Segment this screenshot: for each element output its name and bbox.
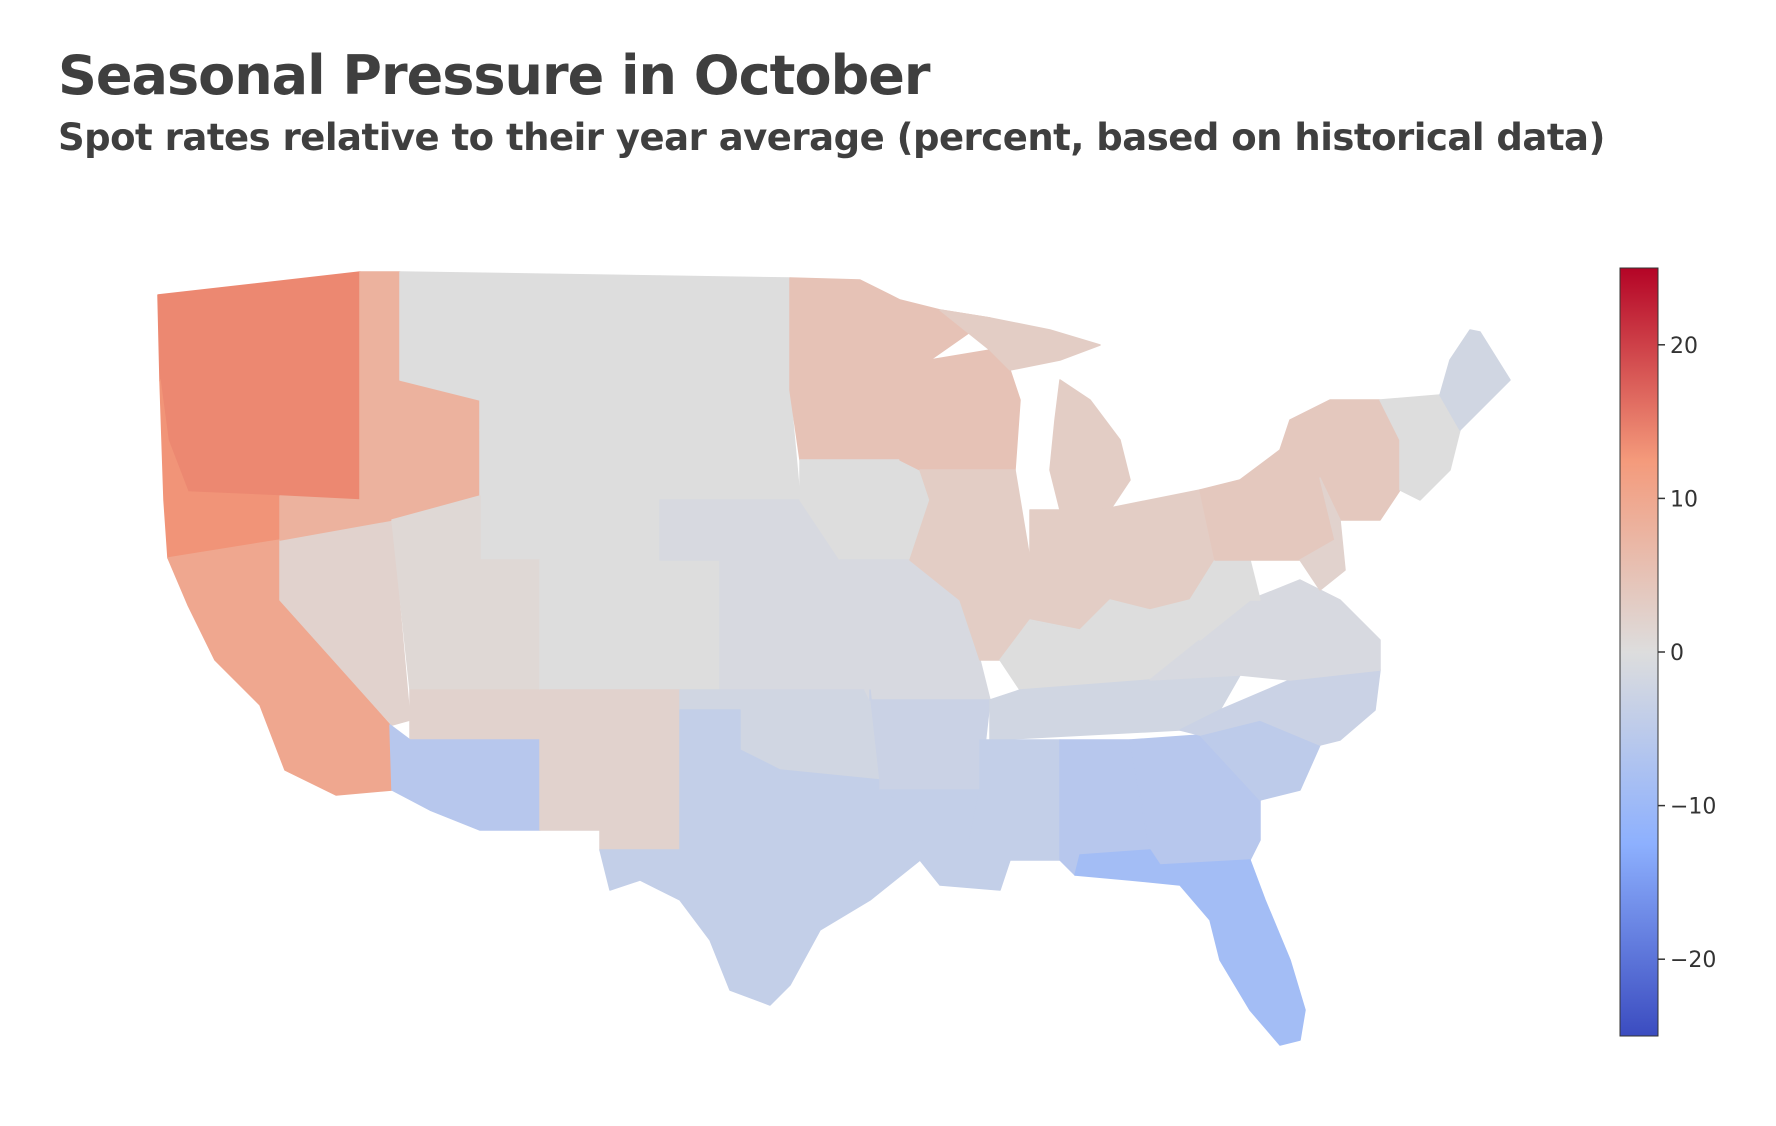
region-wyoming xyxy=(479,429,661,561)
us-map xyxy=(157,271,1511,1046)
region-maine xyxy=(1439,329,1511,431)
region-kansas xyxy=(719,599,866,691)
colorbar: 20 10 0 −10 −20 xyxy=(1619,267,1716,1037)
colorbar-tick-label: 20 xyxy=(1670,334,1698,359)
region-arizona-south xyxy=(389,724,541,831)
region-north-dakota xyxy=(659,275,791,391)
region-pennsylvania xyxy=(1199,477,1336,561)
region-florida xyxy=(1074,849,1306,1046)
region-arizona-north xyxy=(409,689,541,741)
region-michigan-upper xyxy=(939,309,1101,371)
region-arkansas xyxy=(869,689,991,791)
region-south-dakota xyxy=(659,389,801,501)
region-washington xyxy=(157,271,361,501)
colorbar-tick-label: 10 xyxy=(1670,487,1698,512)
region-michigan-lower xyxy=(1049,379,1131,511)
chart-subtitle: Spot rates relative to their year averag… xyxy=(58,116,1605,159)
region-texas xyxy=(599,709,921,1006)
colorbar-tick-label: 0 xyxy=(1670,641,1684,666)
region-tennessee xyxy=(989,674,1241,741)
colorbar-tick-label: −10 xyxy=(1670,795,1716,820)
region-new-mexico xyxy=(539,689,681,851)
colorbar-ticks: 20 10 0 −10 −20 xyxy=(1658,334,1716,973)
colorbar-gradient xyxy=(1619,267,1659,1037)
chart-header: Seasonal Pressure in October Spot rates … xyxy=(58,42,1738,162)
colorbar-tick-label: −20 xyxy=(1670,948,1716,973)
region-mississippi xyxy=(969,739,1061,861)
region-wisconsin xyxy=(899,349,1021,471)
chart-title: Seasonal Pressure in October xyxy=(58,44,931,107)
region-illinois xyxy=(909,469,1031,661)
region-colorado xyxy=(539,559,721,691)
region-new-jersey xyxy=(1299,477,1346,591)
